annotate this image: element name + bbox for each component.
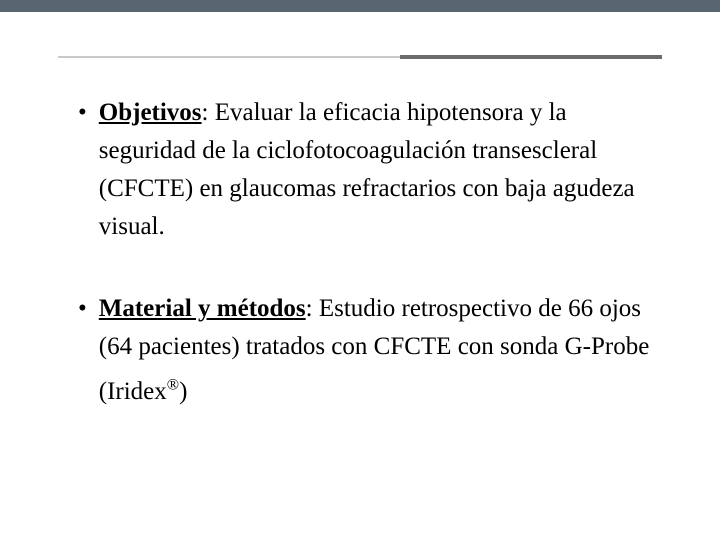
bullet-text: Objetivos: Evaluar la eficacia hipotenso…	[99, 94, 658, 246]
bullet-marker: •	[78, 94, 87, 246]
bullet-item: • Objetivos: Evaluar la eficacia hipoten…	[78, 94, 658, 246]
bullet-item: • Material y métodos: Estudio retrospect…	[78, 290, 658, 411]
slide-body: • Objetivos: Evaluar la eficacia hipoten…	[78, 94, 658, 455]
bullet-heading: Material y métodos	[99, 295, 306, 322]
bullet-heading: Objetivos	[99, 99, 202, 126]
top-accent-bar	[0, 0, 720, 12]
bullet-marker: •	[78, 290, 87, 411]
header-divider	[58, 56, 662, 58]
bullet-text: Material y métodos: Estudio retrospectiv…	[99, 290, 658, 411]
